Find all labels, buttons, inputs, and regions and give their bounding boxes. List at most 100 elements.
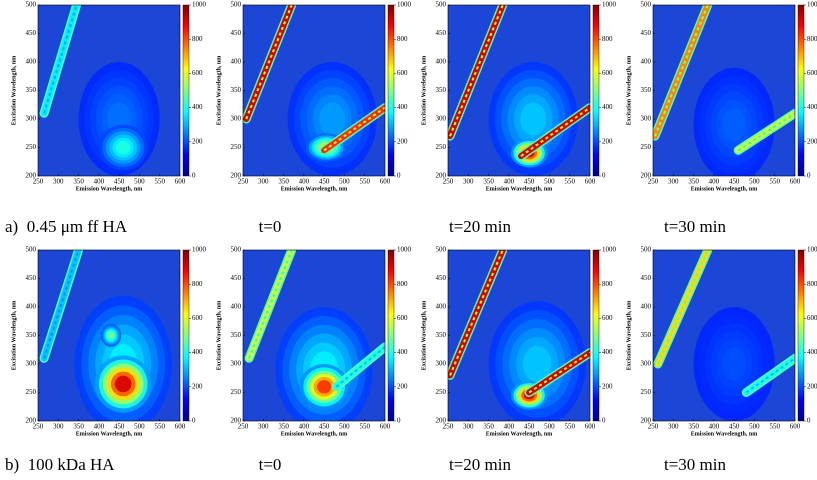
colorbar	[387, 249, 395, 422]
y-tick-label: 500	[231, 1, 242, 9]
colorbar-tick-label: 200	[807, 382, 817, 390]
colorbar-tick-label: 800	[192, 280, 203, 288]
x-tick-label: 300	[463, 178, 474, 186]
contour-level	[114, 375, 132, 393]
y-tick-label: 350	[436, 331, 447, 339]
colorbar-tick-label: 0	[397, 172, 401, 180]
contour-level	[722, 108, 746, 142]
panel-caption: t=0	[259, 455, 282, 474]
y-tick-label: 500	[641, 246, 652, 254]
y-tick-label: 400	[436, 58, 447, 66]
y-tick-label: 400	[641, 58, 652, 66]
x-axis-label: Emission Wavelength, nm	[486, 431, 552, 437]
colorbar-tick-label: 800	[807, 35, 817, 43]
y-tick-label: 300	[436, 115, 447, 123]
x-axis-label: Emission Wavelength, nm	[486, 186, 552, 192]
panel: 250 300 350 400 450 500 550 6002002503003504004…	[626, 1, 817, 193]
x-tick-label: 550	[154, 423, 165, 431]
plot-area	[243, 5, 385, 176]
colorbar-tick-label: 200	[192, 137, 203, 145]
y-tick-label: 350	[26, 86, 37, 94]
contour-level	[523, 345, 552, 383]
y-tick-label: 300	[436, 360, 447, 368]
x-tick-label: 350	[278, 423, 289, 431]
colorbar-tick-label: 600	[807, 69, 817, 77]
plot-area	[448, 5, 590, 176]
x-tick-label: 300	[53, 178, 64, 186]
scatter-band-core	[248, 250, 293, 359]
scatter-band-core	[335, 346, 385, 388]
panel-caption: b) 100 kDa HA	[5, 455, 115, 474]
colorbar-tick-label: 600	[602, 314, 613, 322]
x-tick-label: 550	[154, 178, 165, 186]
x-tick-label: 450	[524, 178, 535, 186]
panel-caption: t=30 min	[664, 217, 727, 236]
scatter-band-core	[449, 250, 504, 376]
colorbar	[592, 4, 600, 177]
y-tick-label: 250	[26, 388, 37, 396]
panel: 250 300 350 400 450 500 550 6002002503003504004…	[216, 246, 411, 438]
x-tick-label: 300	[463, 423, 474, 431]
x-tick-label: 500	[339, 178, 350, 186]
colorbar-tick-label: 1000	[397, 1, 412, 9]
colorbar-tick-label: 0	[192, 172, 196, 180]
y-tick-label: 250	[231, 388, 242, 396]
x-tick-label: 550	[769, 178, 780, 186]
x-tick-label: 250	[238, 423, 249, 431]
panel: 250 300 350 400 450 500 550 6002002503003504004…	[421, 246, 616, 438]
colorbar-tick-label: 1000	[602, 1, 617, 9]
y-tick-label: 450	[436, 274, 447, 282]
x-tick-label: 500	[134, 178, 145, 186]
colorbar-tick-label: 1000	[602, 246, 617, 254]
y-tick-label: 450	[641, 29, 652, 37]
x-tick-label: 550	[564, 423, 575, 431]
scatter-band-core	[323, 106, 385, 152]
y-tick-label: 400	[26, 58, 37, 66]
y-tick-label: 200	[26, 417, 37, 425]
scatter-band-core	[245, 5, 293, 120]
y-tick-label: 300	[26, 115, 37, 123]
y-tick-label: 450	[641, 274, 652, 282]
colorbar-tick-label: 1000	[807, 1, 817, 9]
colorbar-tick-label: 200	[397, 382, 408, 390]
y-axis-label: Excitation Wavelength, nm	[216, 301, 222, 370]
x-tick-label: 400	[709, 178, 720, 186]
x-tick-label: 400	[299, 178, 310, 186]
scatter-band-core	[528, 351, 590, 394]
colorbar-tick-label: 400	[397, 348, 408, 356]
y-axis-label: Excitation Wavelength, nm	[11, 56, 17, 125]
contour-level	[520, 102, 547, 136]
plot-area	[653, 250, 795, 421]
x-tick-label: 400	[94, 178, 105, 186]
x-tick-label: 350	[483, 423, 494, 431]
y-tick-label: 400	[231, 303, 242, 311]
colorbar-tick-label: 600	[192, 314, 203, 322]
colorbar	[592, 249, 600, 422]
colorbar-tick-label: 1000	[192, 246, 207, 254]
y-tick-label: 400	[641, 303, 652, 311]
colorbar-tick-label: 1000	[807, 246, 817, 254]
y-tick-label: 500	[436, 246, 447, 254]
panel-caption: t=0	[259, 217, 282, 236]
y-tick-label: 450	[26, 274, 37, 282]
scatter-band-core	[656, 250, 709, 365]
x-axis-label: Emission Wavelength, nm	[281, 431, 347, 437]
x-tick-label: 300	[258, 178, 269, 186]
colorbar-tick-label: 600	[397, 69, 408, 77]
y-tick-label: 300	[641, 360, 652, 368]
x-tick-label: 600	[175, 423, 186, 431]
colorbar-tick-label: 200	[192, 382, 203, 390]
x-tick-label: 450	[319, 178, 330, 186]
y-tick-label: 300	[641, 115, 652, 123]
scatter-band-core	[745, 357, 795, 394]
x-tick-label: 350	[688, 423, 699, 431]
plot-area	[39, 250, 172, 421]
x-tick-label: 600	[380, 423, 391, 431]
colorbar-tick-label: 0	[192, 417, 196, 425]
y-tick-label: 350	[231, 86, 242, 94]
y-tick-label: 250	[231, 143, 242, 151]
y-tick-label: 200	[231, 172, 242, 180]
plot-area	[653, 5, 795, 176]
colorbar-tick-label: 400	[602, 348, 613, 356]
colorbar-tick-label: 800	[602, 280, 613, 288]
